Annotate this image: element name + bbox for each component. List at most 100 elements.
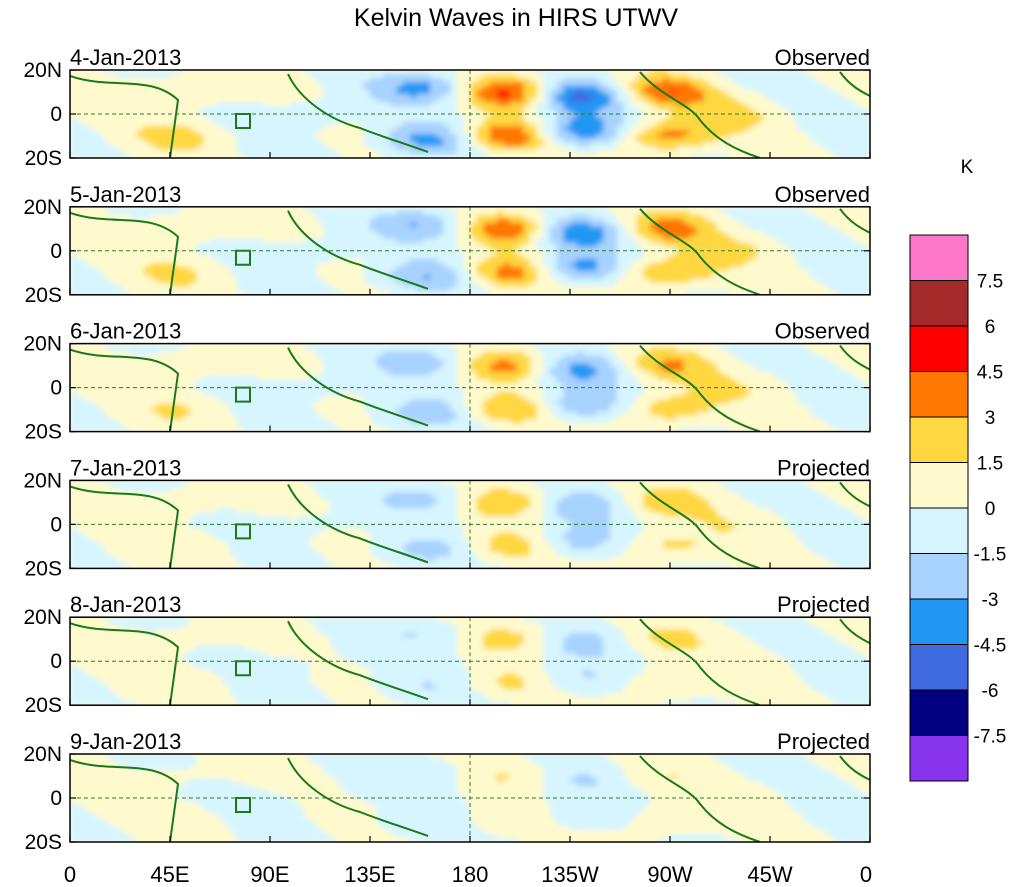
field-cell (756, 86, 764, 91)
field-cell (390, 254, 398, 260)
lat-tick-label: 20N (23, 59, 62, 82)
field-cell (710, 146, 718, 151)
field-cell (263, 74, 271, 79)
field-cell (536, 258, 544, 264)
field-cell (463, 278, 471, 284)
field-cell (76, 154, 84, 158)
field-cell (496, 206, 504, 212)
field-cell (763, 274, 771, 280)
field-cell (790, 106, 798, 111)
field-cell (90, 90, 98, 95)
field-cell (510, 242, 518, 248)
field-cell (316, 234, 324, 240)
field-cell (230, 226, 238, 232)
field-cell (490, 242, 498, 248)
field-cell (316, 154, 324, 158)
field-cell (783, 222, 791, 228)
field-cell (430, 106, 438, 111)
field-cell (670, 278, 678, 284)
field-cell (430, 130, 438, 135)
field-cell (103, 118, 111, 123)
field-cell (356, 110, 364, 115)
field-cell (663, 82, 671, 87)
field-cell (710, 234, 718, 240)
field-cell (310, 226, 318, 232)
field-cell (690, 114, 698, 119)
field-cell (136, 254, 144, 260)
field-cell (216, 222, 224, 228)
field-cell (856, 98, 864, 103)
field-cell (396, 218, 404, 224)
field-cell (863, 262, 870, 268)
field-cell (523, 110, 531, 115)
field-cell (583, 106, 591, 111)
field-cell (443, 242, 451, 248)
field-cell (650, 150, 658, 155)
field-cell (663, 278, 671, 284)
field-cell (616, 134, 624, 139)
field-cell (303, 130, 311, 135)
field-cell (70, 106, 78, 111)
field-cell (836, 254, 844, 260)
field-cell (156, 98, 164, 103)
field-cell (183, 270, 191, 276)
field-cell (476, 126, 484, 131)
field-cell (196, 206, 204, 212)
field-cell (363, 154, 371, 158)
field-cell (663, 70, 671, 75)
field-cell (370, 150, 378, 155)
field-cell (736, 278, 744, 284)
field-cell (256, 282, 264, 288)
field-cell (336, 262, 344, 268)
field-cell (490, 250, 498, 256)
field-cell (203, 130, 211, 135)
field-cell (743, 246, 751, 252)
field-cell (776, 254, 784, 260)
field-cell (763, 242, 771, 248)
field-cell (636, 74, 644, 79)
field-cell (856, 94, 864, 99)
field-cell (636, 258, 644, 264)
field-cell (336, 86, 344, 91)
field-cell (663, 266, 671, 272)
field-cell (103, 206, 111, 212)
field-cell (110, 106, 118, 111)
field-cell (696, 210, 704, 216)
field-cell (250, 254, 258, 260)
field-cell (463, 210, 471, 216)
field-cell (183, 154, 191, 158)
field-cell (536, 122, 544, 127)
field-cell (323, 282, 331, 288)
field-cell (856, 226, 864, 232)
field-cell (316, 106, 324, 111)
field-cell (656, 94, 664, 99)
field-cell (843, 238, 851, 244)
field-cell (750, 130, 758, 135)
field-cell (456, 134, 464, 139)
field-cell (576, 130, 584, 135)
field-cell (343, 126, 351, 131)
field-cell (256, 266, 264, 272)
field-cell (563, 70, 571, 75)
field-cell (776, 250, 784, 256)
field-cell (703, 222, 711, 228)
field-cell (123, 274, 131, 280)
field-cell (490, 210, 498, 216)
field-cell (456, 274, 464, 280)
field-cell (136, 274, 144, 280)
field-cell (396, 206, 404, 212)
field-cell (156, 118, 164, 123)
field-cell (270, 94, 278, 99)
field-cell (843, 266, 851, 272)
field-cell (310, 270, 318, 276)
field-cell (136, 262, 144, 268)
field-cell (790, 98, 798, 103)
field-cell (423, 274, 431, 280)
field-cell (70, 134, 78, 139)
field-cell (370, 218, 378, 224)
field-cell (276, 270, 284, 276)
field-cell (550, 206, 558, 212)
field-cell (356, 122, 364, 127)
field-cell (416, 90, 424, 95)
field-cell (103, 142, 111, 147)
